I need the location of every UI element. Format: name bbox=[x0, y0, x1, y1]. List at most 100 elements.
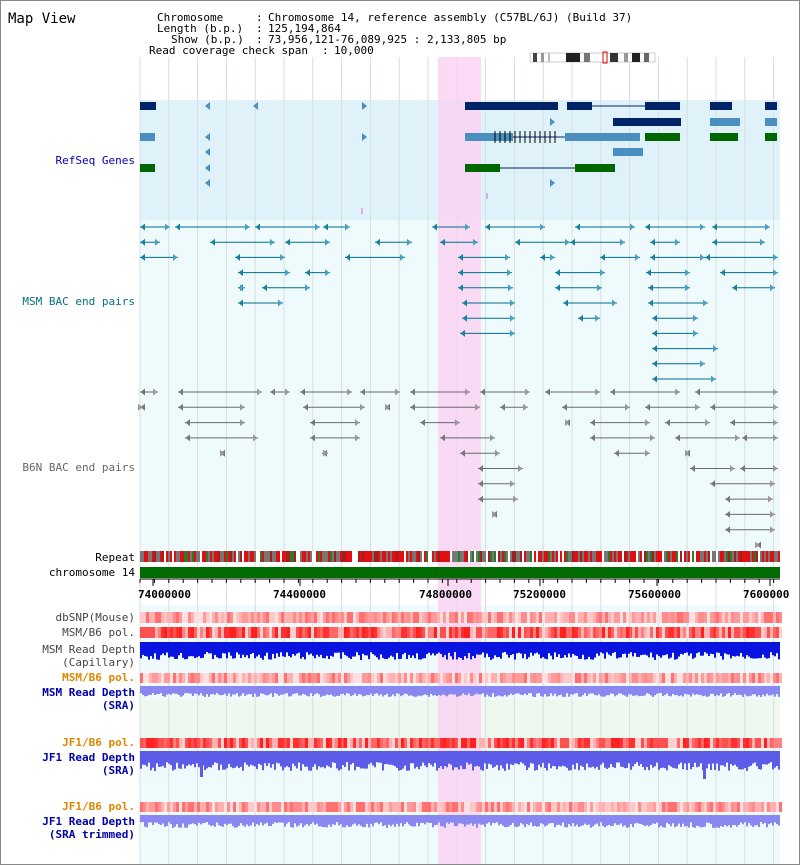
depth-bar bbox=[432, 815, 434, 828]
feature-arrow bbox=[407, 238, 412, 246]
depth-bar bbox=[660, 815, 662, 826]
heat-cell bbox=[464, 612, 467, 623]
depth-bar bbox=[578, 751, 580, 771]
depth-bar bbox=[732, 751, 734, 766]
depth-bar bbox=[638, 686, 640, 697]
heat-cell bbox=[332, 673, 335, 683]
depth-bar bbox=[380, 642, 382, 655]
feature-arrow bbox=[600, 269, 605, 277]
repeat-segment bbox=[246, 551, 248, 562]
repeat-segment bbox=[438, 551, 440, 562]
heat-cell bbox=[608, 612, 611, 623]
heat-cell bbox=[518, 738, 521, 748]
heat-cell bbox=[530, 612, 533, 623]
depth-bar bbox=[654, 642, 656, 660]
repeat-segment bbox=[480, 551, 482, 562]
depth-bar bbox=[756, 642, 758, 659]
axis-tick-label-4: 75200000 bbox=[513, 588, 566, 601]
track-label-jf1-depth-trimmed[interactable]: JF1 Read Depth bbox=[42, 815, 135, 828]
heat-cell bbox=[155, 627, 158, 638]
depth-bar bbox=[722, 642, 724, 660]
repeat-segment bbox=[242, 551, 244, 562]
b6n-bac-features[interactable] bbox=[138, 388, 778, 549]
feature-arrow bbox=[732, 284, 737, 292]
feature-arrow bbox=[205, 148, 210, 156]
depth-bar bbox=[696, 751, 698, 768]
depth-bar bbox=[372, 642, 374, 655]
depth-bar bbox=[622, 642, 624, 654]
repeat-segment bbox=[252, 551, 254, 562]
heat-cell bbox=[764, 612, 767, 623]
track-label-dbsnp[interactable]: dbSNP(Mouse) bbox=[56, 611, 135, 624]
depth-bar bbox=[176, 751, 178, 763]
feature-arrow bbox=[575, 223, 580, 231]
repeat-segment bbox=[758, 551, 760, 562]
depth-bar bbox=[382, 815, 384, 827]
depth-bar bbox=[484, 751, 486, 764]
heat-cell bbox=[641, 627, 644, 638]
track-label-msm-depth-capillary[interactable]: MSM Read Depth bbox=[42, 643, 135, 656]
depth-bar bbox=[460, 642, 462, 659]
depth-bar bbox=[176, 815, 178, 825]
track-label-msm-pol-sra[interactable]: MSM/B6 pol. bbox=[62, 671, 135, 684]
msm-bac-features[interactable] bbox=[140, 223, 778, 383]
chromosome-ideogram[interactable] bbox=[529, 51, 656, 64]
feature-arrow bbox=[355, 419, 360, 427]
feature-arrow bbox=[595, 314, 600, 322]
selection-highlight[interactable] bbox=[438, 57, 481, 865]
repeat-segment bbox=[566, 551, 568, 562]
heat-cell bbox=[443, 612, 446, 623]
heat-cell bbox=[341, 738, 344, 748]
track-label-b6n-bac[interactable]: B6N BAC end pairs bbox=[22, 461, 135, 474]
heat-cell bbox=[665, 627, 668, 638]
depth-bar bbox=[720, 815, 722, 827]
depth-bar bbox=[398, 815, 400, 827]
track-label-msm-bac[interactable]: MSM BAC end pairs bbox=[22, 295, 135, 308]
repeat-segment bbox=[276, 551, 278, 562]
depth-bar bbox=[654, 815, 656, 824]
repeat-segment bbox=[638, 551, 640, 562]
depth-bar bbox=[142, 815, 144, 823]
depth-bar bbox=[378, 815, 380, 825]
heat-cell bbox=[557, 802, 560, 812]
heat-cell bbox=[452, 627, 455, 638]
depth-bar bbox=[188, 642, 190, 657]
feature-arrow bbox=[315, 223, 320, 231]
feature-arrow bbox=[773, 419, 778, 427]
heat-cell bbox=[710, 738, 713, 748]
depth-bar bbox=[328, 815, 330, 825]
heat-cell bbox=[578, 673, 581, 683]
track-label-jf1-pol-trimmed[interactable]: JF1/B6 pol. bbox=[62, 800, 135, 813]
track-label-jf1-depth-sra[interactable]: JF1 Read Depth bbox=[42, 751, 135, 764]
heat-cell bbox=[353, 627, 356, 638]
heat-cell bbox=[302, 673, 305, 683]
refseq-gene-features[interactable] bbox=[140, 102, 777, 214]
repeat-segment bbox=[342, 551, 344, 562]
repeat-segment bbox=[658, 551, 660, 562]
depth-bar bbox=[162, 642, 164, 654]
heat-cell bbox=[215, 612, 218, 623]
heat-cell bbox=[590, 738, 593, 748]
depth-bar bbox=[342, 815, 344, 828]
heat-cell bbox=[161, 802, 164, 812]
depth-bar bbox=[730, 642, 732, 659]
feature-arrow bbox=[262, 284, 267, 292]
depth-bar bbox=[716, 751, 718, 764]
depth-bar bbox=[464, 751, 466, 770]
heat-cell bbox=[446, 612, 449, 623]
heat-cell bbox=[302, 612, 305, 623]
heat-cell bbox=[749, 802, 752, 812]
heat-cell bbox=[347, 673, 350, 683]
track-label-msm-pol-capillary[interactable]: MSM/B6 pol. bbox=[62, 626, 135, 639]
depth-bar bbox=[770, 751, 772, 763]
depth-bar bbox=[294, 815, 296, 824]
heat-cell bbox=[371, 627, 374, 638]
depth-bar bbox=[446, 751, 448, 768]
track-label-msm-depth-sra[interactable]: MSM Read Depth bbox=[42, 686, 135, 699]
track-label-refseq[interactable]: RefSeq Genes bbox=[56, 154, 135, 167]
depth-bar bbox=[700, 642, 702, 656]
depth-bar bbox=[488, 642, 490, 658]
depth-bar bbox=[500, 686, 502, 697]
track-label-jf1-pol-sra[interactable]: JF1/B6 pol. bbox=[62, 736, 135, 749]
